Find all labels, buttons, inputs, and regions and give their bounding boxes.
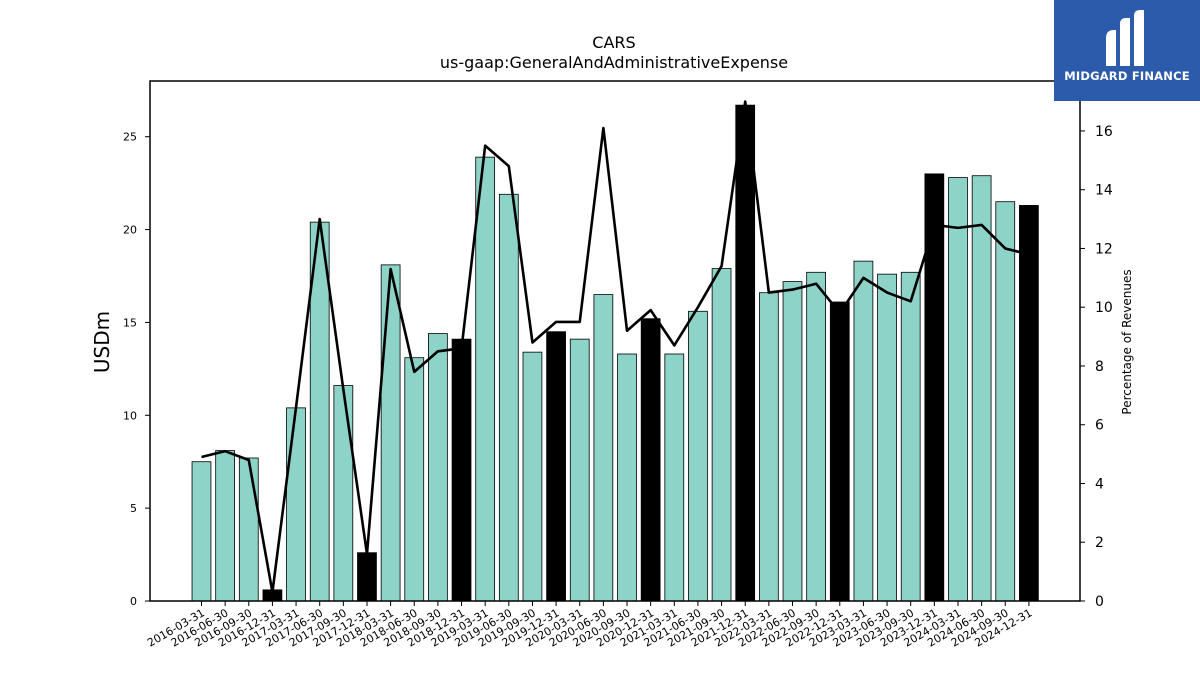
bar-2023-09-30 [900,271,921,602]
bar-2024-03-31 [948,177,968,602]
bar-2016-06-30 [215,450,235,602]
left-tick-label: 25 [123,131,137,144]
bar-2021-09-30 [711,268,732,602]
bar-2021-12-31 [735,104,756,602]
bar-2023-12-31 [924,173,945,602]
bar-2018-12-31 [451,338,472,602]
brand-name: MIDGARD FINANCE [1064,69,1190,83]
bar-2018-03-31 [380,264,401,602]
bar-2024-06-30 [971,175,992,602]
right-axis: 0 2 4 6 8 10 12 14 16 [1080,124,1113,610]
y-axis-label-right: Percentage of Revenues [1120,269,1134,414]
chart-title: CARS [592,33,635,52]
bar-2020-12-31 [640,318,661,602]
right-tick-label: 12 [1095,241,1113,257]
left-tick-label: 0 [130,595,137,608]
bar-2016-03-31 [191,461,212,602]
percentage-line [201,100,1030,594]
right-tick-label: 4 [1095,476,1104,492]
line-layer [201,100,1030,594]
bar-2023-03-31 [853,260,874,602]
bar-2022-03-31 [759,292,779,602]
midgard-m-logo-icon [1106,10,1144,66]
bar-2019-12-31 [546,331,566,602]
left-axis: 0 5 10 15 20 25 [123,131,150,608]
bar-2019-09-30 [522,351,543,602]
bar-2022-06-30 [782,281,803,602]
bar-2016-09-30 [238,457,259,602]
left-tick-label: 5 [130,502,137,515]
chart-subtitle: us-gaap:GeneralAndAdministrativeExpense [440,53,788,72]
bar-2019-06-30 [498,193,519,602]
right-tick-label: 0 [1095,594,1104,610]
bar-2020-06-30 [593,294,614,602]
bar-2018-06-30 [404,357,425,602]
right-tick-label: 10 [1095,300,1113,316]
bar-2020-09-30 [617,353,637,602]
right-tick-label: 14 [1095,183,1113,199]
plot-frame [149,80,1081,602]
bar-2021-03-31 [664,353,685,602]
bar-2019-03-31 [475,156,496,602]
bar-2017-03-31 [286,407,306,602]
bar-2024-12-31 [1019,205,1039,602]
left-tick-label: 10 [123,409,137,422]
y-axis-label-left: USDm [90,311,114,373]
bar-2022-12-31 [829,301,850,602]
bar-2018-09-30 [428,333,448,602]
bar-2024-09-30 [995,201,1016,602]
x-axis: 2016-03-312016-06-302016-09-302016-12-31… [145,601,1034,650]
right-tick-label: 16 [1095,124,1113,140]
right-tick-label: 8 [1095,359,1104,375]
bar-2023-06-30 [877,273,897,602]
bars-group [191,104,1039,602]
bar-2020-03-31 [569,338,590,602]
bar-2022-09-30 [806,271,826,602]
left-tick-label: 20 [123,224,137,237]
bar-2017-12-31 [357,552,377,602]
right-tick-label: 2 [1095,535,1104,551]
left-tick-label: 15 [123,316,137,329]
bar-2021-06-30 [688,310,708,602]
bar-2017-09-30 [333,385,354,602]
right-tick-label: 6 [1095,418,1104,434]
brand-logo: MIDGARD FINANCE [1054,0,1200,101]
